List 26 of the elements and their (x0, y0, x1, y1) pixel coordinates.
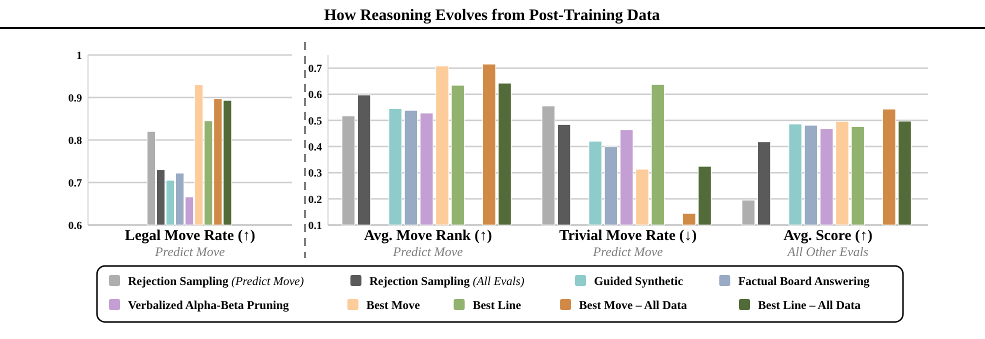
legend-label: Best Line (472, 298, 522, 312)
x-tick-label: Trivial Move Rate (↓) Predict Move (559, 228, 697, 259)
legend-label: Best Move (366, 298, 421, 312)
y-tick-label: 0.4 (308, 142, 322, 154)
y-tick-label: 0.7 (68, 178, 82, 190)
x-tick-label: Legal Move Rate (↑) Predict Move (124, 228, 256, 259)
y-tick-label: 0.6 (308, 89, 322, 102)
x-tick-label: Avg. Score (↑) All Other Evals (783, 228, 873, 259)
y-tick-label: 0.7 (308, 63, 322, 76)
legend-label: Rejection Sampling (Predict Move) (128, 274, 304, 288)
y-tick-label: 0.5 (308, 115, 322, 128)
y-tick-label: 0.6 (68, 220, 82, 232)
y-tick-label: 0.8 (68, 135, 82, 147)
y-tick-label: 0.2 (308, 194, 322, 206)
legend-label: Best Line – All Data (758, 298, 861, 312)
legend-label: Best Move – All Data (579, 298, 688, 312)
legend-label: Factual Board Answering (738, 274, 870, 288)
y-tick-label: 0.3 (308, 168, 322, 180)
chart-title: How Reasoning Evolves from Post-Training Data (324, 7, 660, 24)
x-tick-label: Avg. Move Rank (↑) Predict Move (364, 228, 492, 259)
legend-label: Guided Synthetic (594, 274, 684, 288)
y-tick-label: 0.1 (308, 220, 322, 232)
y-tick-label: 1 (76, 50, 82, 62)
legend-label: Rejection Sampling (All Evals) (369, 274, 524, 288)
y-tick-label: 0.9 (68, 92, 82, 104)
legend-label: Verbalized Alpha-Beta Pruning (128, 298, 289, 312)
